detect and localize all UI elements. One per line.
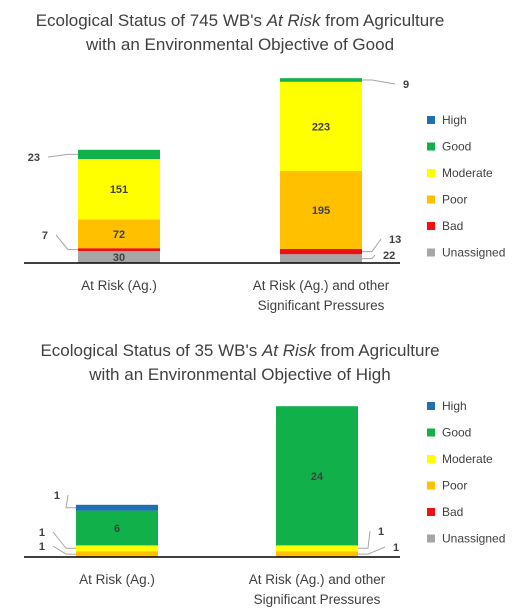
legend-swatch-good — [427, 142, 435, 151]
data-label-moderate: 223 — [312, 121, 330, 133]
legend-label-poor: Poor — [442, 479, 467, 493]
bar-segment-moderate — [78, 159, 160, 220]
chart-subtitle: with an Environmental Objective of Good — [85, 35, 394, 54]
data-label-moderate: 151 — [110, 184, 128, 196]
legend-label-good: Good — [442, 140, 471, 154]
leader-line-high — [65, 494, 76, 509]
title-part: from Agriculture — [321, 11, 445, 30]
bar-segment-poor — [78, 219, 160, 249]
data-label-good: 24 — [311, 471, 324, 483]
chart-subtitle: with an Environmental Objective of High — [88, 365, 390, 384]
data-label-good: 9 — [403, 79, 409, 91]
category-label-line: At Risk (Ag.) and other — [253, 278, 390, 293]
legend-label-moderate: Moderate — [442, 452, 493, 466]
category-label-line: At Risk (Ag.) and other — [249, 572, 386, 587]
legend-swatch-bad — [427, 222, 435, 230]
legend-label-good: Good — [442, 426, 471, 440]
legend-swatch-poor — [427, 481, 435, 490]
bar-segment-moderate — [76, 545, 158, 552]
legend-swatch-moderate — [427, 169, 435, 177]
bar-segment-unassigned — [280, 254, 362, 263]
legend-swatch-unassigned — [427, 534, 435, 543]
legend-label-moderate: Moderate — [442, 166, 493, 180]
bar-segment-good — [76, 510, 158, 546]
bar-segment-high — [76, 504, 158, 511]
bar-segment-good — [280, 78, 362, 82]
leader-line-bad — [55, 234, 78, 251]
bar-segment-bad — [78, 248, 160, 251]
leader-line-poor — [358, 546, 386, 555]
data-label-high: 1 — [54, 490, 60, 502]
legend-swatch-moderate — [427, 455, 435, 463]
leader-line-moderate — [52, 531, 76, 549]
legend-label-unassigned: Unassigned — [442, 532, 505, 546]
data-label-poor: 195 — [312, 205, 330, 217]
bar-segment-good — [276, 406, 358, 546]
bar-segment-bad — [280, 249, 362, 255]
legend-swatch-good — [427, 428, 435, 437]
bar-segment-moderate — [280, 81, 362, 171]
data-label-good: 23 — [28, 152, 40, 164]
category-label-line: At Risk (Ag.) — [79, 572, 155, 587]
data-label-good: 6 — [114, 523, 120, 535]
data-label-unassigned: 30 — [113, 252, 125, 264]
data-label-moderate: 1 — [39, 527, 45, 539]
category-label: At Risk (Ag.) and other Significant Press… — [249, 572, 386, 607]
title-part: with an Environmental Objective of Good — [85, 35, 394, 54]
bar-segment-poor — [76, 551, 158, 557]
legend-swatch-high — [427, 116, 435, 124]
legend-swatch-high — [427, 402, 435, 410]
legend-label-bad: Bad — [442, 505, 463, 519]
data-label-moderate: 1 — [378, 526, 384, 538]
data-label-bad: 13 — [389, 234, 401, 246]
category-label-line: At Risk (Ag.) — [81, 278, 157, 293]
data-label-poor: 1 — [393, 542, 399, 554]
category-label: At Risk (Ag.) — [81, 278, 157, 293]
bar-segment-poor — [276, 551, 358, 557]
legend-label-poor: Poor — [442, 193, 467, 207]
chart-title: Ecological Status of 745 WB's At Risk fr… — [36, 11, 445, 30]
data-label-poor: 72 — [113, 229, 125, 241]
leader-line-good — [362, 79, 396, 85]
legend-label-unassigned: Unassigned — [442, 246, 505, 260]
legend-label-bad: Bad — [442, 219, 463, 233]
title-part: Ecological Status of 35 WB's — [40, 341, 262, 360]
category-label-line: Significant Pressures — [258, 298, 385, 313]
chart-title: Ecological Status of 35 WB's At Risk fro… — [40, 341, 439, 360]
legend-swatch-bad — [427, 508, 435, 516]
title-part: At Risk — [261, 341, 317, 360]
bar-segment-moderate — [276, 545, 358, 552]
legend-swatch-poor — [427, 195, 435, 204]
leader-line-good — [47, 153, 78, 158]
data-label-bad: 7 — [42, 230, 48, 242]
title-part: with an Environmental Objective of High — [88, 365, 390, 384]
legend-label-high: High — [442, 399, 467, 413]
leader-line-poor — [52, 545, 76, 555]
data-label-unassigned: 22 — [383, 250, 395, 262]
title-part: At Risk — [266, 11, 322, 30]
category-label-line: Significant Pressures — [254, 592, 381, 607]
bar-segment-unassigned — [78, 251, 160, 263]
legend-swatch-unassigned — [427, 248, 435, 257]
chart-good-objective: Ecological Status of 745 WB's At Risk fr… — [24, 11, 505, 313]
leader-line-unassigned — [362, 254, 376, 260]
category-label: At Risk (Ag.) and other Significant Press… — [253, 278, 390, 313]
chart-high-objective: Ecological Status of 35 WB's At Risk fro… — [24, 341, 505, 607]
data-label-poor: 1 — [39, 541, 45, 553]
leader-line-moderate — [358, 530, 371, 549]
legend-label-high: High — [442, 113, 467, 127]
bar-segment-poor — [280, 171, 362, 249]
leader-line-bad — [362, 238, 382, 253]
bar-segment-good — [78, 149, 160, 159]
title-part: Ecological Status of 745 WB's — [36, 11, 267, 30]
title-part: from Agriculture — [316, 341, 440, 360]
category-label: At Risk (Ag.) — [79, 572, 155, 587]
